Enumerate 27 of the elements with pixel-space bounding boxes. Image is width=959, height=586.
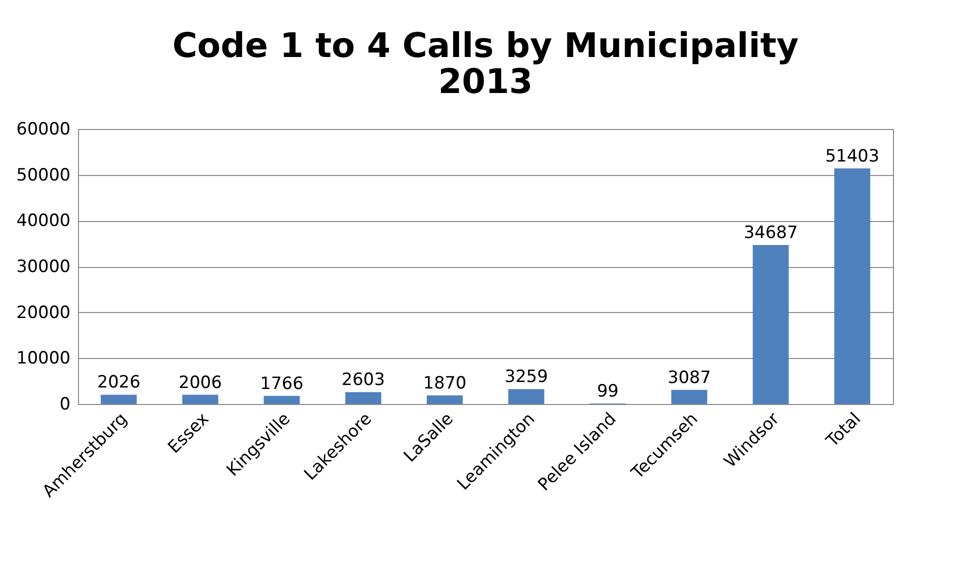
data-label: 51403: [825, 146, 880, 166]
y-tick-label: 50000: [16, 165, 70, 186]
bar: [834, 168, 870, 404]
chart-title: Code 1 to 4 Calls by Municipality 2013: [172, 26, 799, 102]
y-tick-label: 30000: [16, 257, 70, 277]
bar: [182, 394, 218, 404]
data-label: 1870: [423, 373, 466, 394]
y-tick-label: 10000: [16, 348, 70, 369]
bar: [264, 396, 300, 404]
bar: [100, 394, 137, 404]
bar: [752, 245, 789, 404]
data-label: 2006: [178, 372, 222, 393]
data-label: 2026: [97, 372, 140, 393]
y-tick-label: 60000: [16, 120, 70, 140]
data-label: 1766: [260, 374, 304, 394]
data-label: 3259: [504, 367, 548, 388]
y-tick-label: 40000: [16, 211, 70, 232]
bar: [426, 395, 463, 404]
data-label: 99: [596, 382, 619, 402]
y-tick-label: 0: [60, 394, 70, 414]
bar: [671, 390, 708, 404]
data-label: 34687: [744, 223, 798, 244]
bar: [345, 392, 382, 404]
y-tick-label: 20000: [16, 302, 70, 323]
bar: [508, 389, 544, 404]
data-label: 2603: [342, 370, 385, 390]
data-label: 3087: [668, 368, 711, 388]
